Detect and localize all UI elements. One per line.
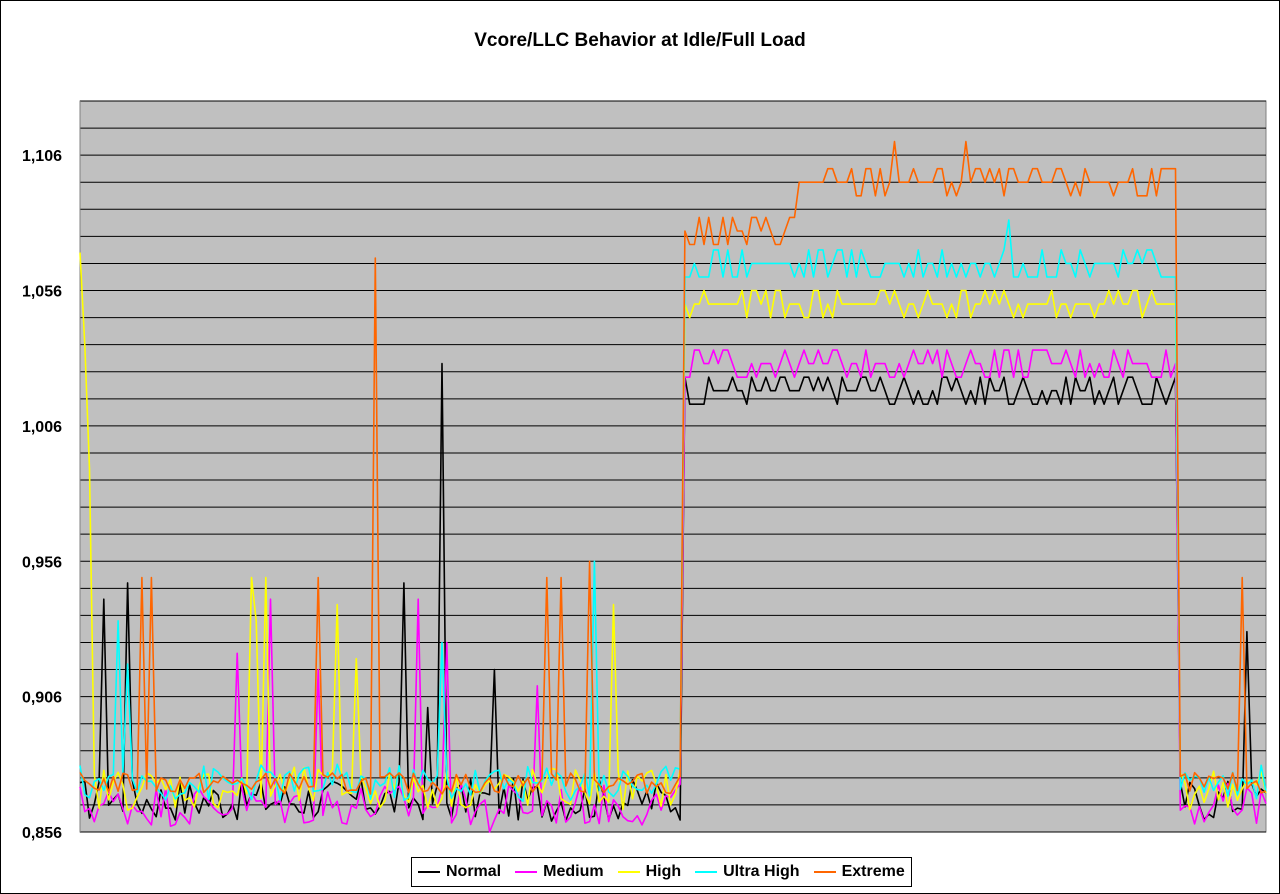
plot-area bbox=[79, 100, 1267, 833]
series-line-medium bbox=[79, 349, 1267, 833]
y-tick-label: 0,956 bbox=[22, 554, 62, 571]
y-tick-label: 1,006 bbox=[22, 419, 62, 436]
legend-item-extreme: Extreme bbox=[813, 863, 905, 881]
chart-title: Vcore/LLC Behavior at Idle/Full Load bbox=[474, 30, 806, 51]
y-tick-label: 0,856 bbox=[22, 825, 62, 842]
legend-label-ultra-high: Ultra High bbox=[723, 863, 800, 880]
legend-swatch-normal bbox=[418, 871, 440, 873]
series-line-ultra-high bbox=[79, 219, 1267, 803]
y-tick-label: 1,106 bbox=[22, 148, 62, 165]
legend-item-normal: Normal bbox=[418, 863, 501, 881]
legend-swatch-high bbox=[617, 871, 640, 873]
legend-label-normal: Normal bbox=[446, 863, 502, 880]
series-line-extreme bbox=[79, 140, 1267, 795]
y-tick-label: 0,906 bbox=[22, 690, 62, 707]
y-tick-label: 1,056 bbox=[22, 284, 62, 301]
legend-label-extreme: Extreme bbox=[841, 863, 905, 880]
legend-swatch-medium bbox=[515, 871, 538, 873]
legend-item-ultra-high: Ultra High bbox=[695, 863, 800, 881]
legend-label-medium: Medium bbox=[543, 863, 604, 880]
series-line-high bbox=[79, 252, 1267, 811]
legend-swatch-extreme bbox=[813, 871, 836, 873]
legend-label-high: High bbox=[645, 863, 682, 880]
legend-item-medium: Medium bbox=[515, 863, 604, 881]
legend-swatch-ultra-high bbox=[695, 871, 718, 873]
legend-item-high: High bbox=[617, 863, 682, 881]
chart-legend: Normal Medium High Ultra High Extreme bbox=[411, 857, 912, 887]
